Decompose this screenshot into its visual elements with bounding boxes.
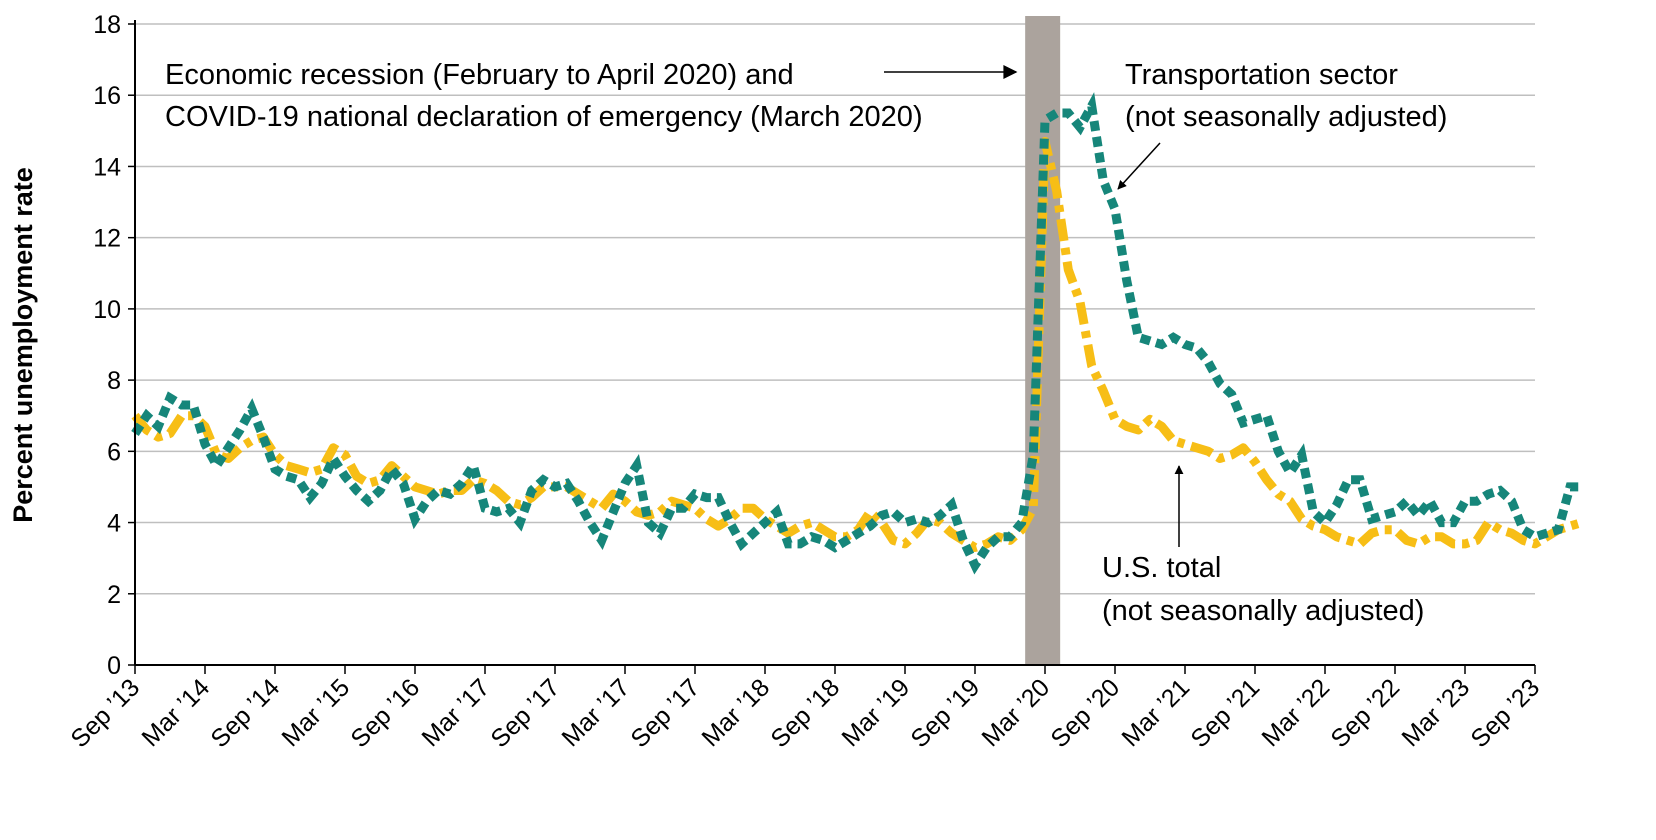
- recession-annotation-line1: Economic recession (February to April 20…: [165, 59, 794, 91]
- x-tick-label: Sep ’19: [905, 673, 985, 753]
- x-tick-label: Sep ’21: [1185, 673, 1265, 753]
- transport-annotation-line1: Transportation sector: [1125, 59, 1398, 91]
- x-tick-label: Mar ’19: [836, 673, 915, 752]
- y-tick-label: 14: [93, 153, 121, 181]
- x-tick-label: Mar ’17: [556, 673, 635, 752]
- us-total-annotation-line2: (not seasonally adjusted): [1102, 595, 1424, 627]
- transport-annotation-line2: (not seasonally adjusted): [1125, 101, 1447, 133]
- x-tick-label: Sep ’20: [1045, 673, 1125, 753]
- x-tick-label: Sep ’17: [485, 673, 565, 753]
- y-axis-ticks: 0 2 4 6 8 10 12 14 16 18: [93, 11, 135, 680]
- x-tick-label: Mar ’14: [136, 673, 215, 752]
- recession-annotation-line2: COVID-19 national declaration of emergen…: [165, 101, 923, 133]
- x-tick-label: Sep ’23: [1465, 673, 1545, 753]
- series-line-transportation: [131, 92, 1582, 575]
- x-tick-label: Sep ’14: [205, 673, 285, 753]
- y-tick-label: 0: [107, 652, 121, 680]
- x-tick-label: Mar ’23: [1396, 673, 1475, 752]
- x-tick-label: Sep ’22: [1325, 673, 1405, 753]
- y-tick-label: 2: [107, 581, 121, 609]
- y-tick-label: 16: [93, 82, 121, 110]
- x-tick-label: Mar ’17: [416, 673, 495, 752]
- transport-arrow: [1117, 142, 1161, 190]
- x-tick-label: Mar ’15: [276, 673, 355, 752]
- x-tick-label: Mar ’21: [1116, 673, 1195, 752]
- x-tick-label: Mar ’22: [1256, 673, 1335, 752]
- x-tick-label: Sep ’18: [765, 673, 845, 753]
- y-tick-label: 18: [93, 11, 121, 39]
- x-tick-label: Sep ’16: [345, 673, 425, 753]
- y-tick-label: 6: [107, 438, 121, 466]
- us-total-annotation-line1: U.S. total: [1102, 552, 1221, 584]
- x-tick-label: Sep ’13: [65, 673, 145, 753]
- y-tick-label: 8: [107, 367, 121, 395]
- y-tick-label: 4: [107, 510, 121, 538]
- x-tick-label: Mar ’20: [976, 673, 1055, 752]
- y-tick-label: 10: [93, 296, 121, 324]
- x-tick-label: Mar ’18: [696, 673, 775, 752]
- y-tick-label: 12: [93, 225, 121, 253]
- gridlines: [135, 23, 1535, 595]
- y-axis-label: Percent unemployment rate: [8, 167, 38, 523]
- x-tick-label: Sep ’17: [625, 673, 705, 753]
